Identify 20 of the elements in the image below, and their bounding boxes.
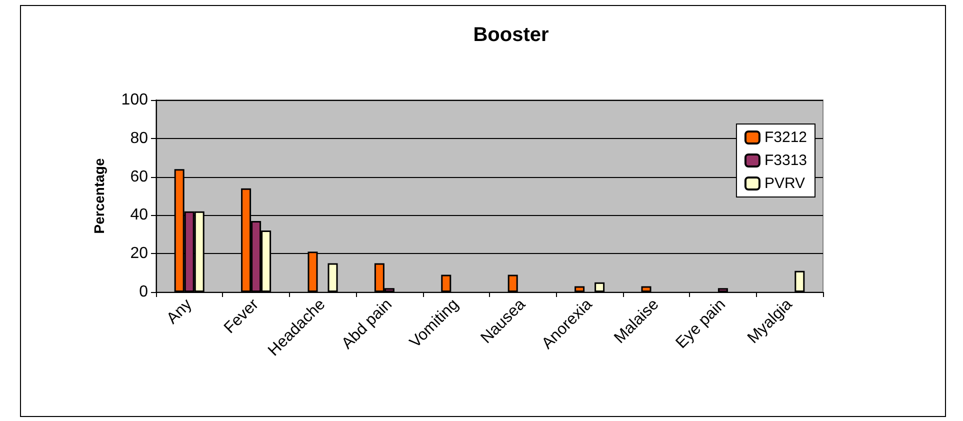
x-tick-label: Any [164,296,196,328]
bar [574,286,585,292]
legend-label: F3313 [764,152,808,169]
bar [718,288,728,292]
bar [594,282,605,292]
y-tick-label: 60 [130,168,148,186]
legend-label: F3212 [764,129,808,146]
bar [508,274,518,292]
y-tick-label: 40 [130,206,148,224]
bar [328,263,338,292]
y-tick-label: 0 [139,284,148,300]
bar [641,286,652,292]
chart-title: Booster [473,24,549,46]
y-tick-label: 100 [121,92,148,108]
bar [441,274,452,292]
bar [794,270,805,292]
legend-label: PVRV [764,175,806,192]
y-tick-label: 80 [130,130,148,147]
y-tick-label: 20 [130,245,148,262]
y-axis-title: Percentage [91,158,107,234]
